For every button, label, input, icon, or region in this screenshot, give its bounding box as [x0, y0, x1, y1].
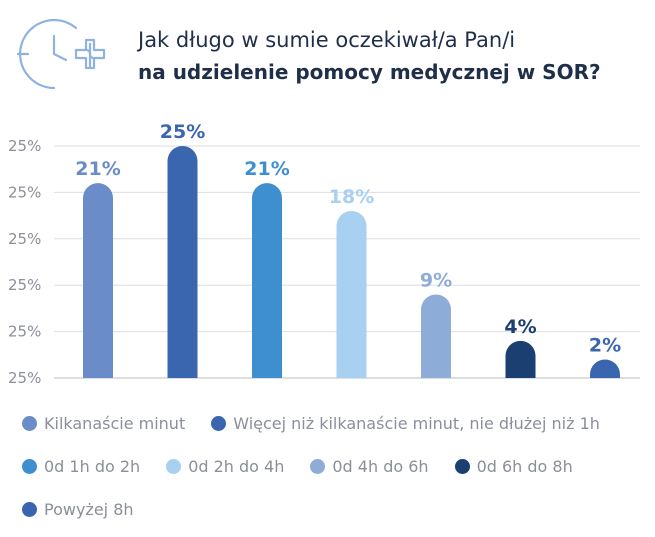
data-label: 25% — [160, 121, 205, 143]
legend-dot — [211, 415, 227, 431]
legend-dot — [454, 458, 470, 474]
legend-row: Powyżej 8h — [22, 494, 647, 524]
y-tick-label: 25% — [8, 183, 41, 201]
y-tick-label: 25% — [8, 276, 41, 294]
legend-dot — [166, 458, 182, 474]
data-label: 2% — [589, 334, 621, 356]
legend-label: 0d 1h do 2h — [44, 456, 141, 476]
y-tick-label: 25% — [8, 369, 41, 387]
data-label: 21% — [75, 158, 120, 180]
legend-label: 0d 2h do 4h — [188, 456, 285, 476]
legend-row: 0d 1h do 2h 0d 2h do 4h 0d 4h do 6h 0d 6… — [22, 451, 647, 481]
legend-label: Więcej niż kilkanaście minut, nie dłużej… — [233, 413, 600, 433]
legend-item: Więcej niż kilkanaście minut, nie dłużej… — [211, 414, 600, 433]
legend-item: 0d 6h do 8h — [454, 456, 573, 476]
legend-item: 0d 1h do 2h — [22, 457, 140, 476]
chart-legend: Kilkanaście minut Więcej niż kilkanaście… — [22, 408, 647, 537]
legend-label: Kilkanaście minut — [44, 413, 186, 433]
y-tick-label: 25% — [8, 137, 41, 155]
data-label: 18% — [329, 186, 374, 208]
bar — [505, 340, 536, 378]
y-tick-label: 25% — [8, 323, 41, 341]
chart-title-line1: Jak długo w sumie oczekiwał/a Pan/i — [138, 28, 516, 52]
bar-chart: 25% 25% 25% 25% 25% 25% 21% 25% 21% 18% 9% 4% 2% — [8, 121, 640, 387]
bar — [252, 183, 282, 378]
legend-dot — [22, 458, 37, 474]
legend-label: Powyżej 8h — [44, 499, 134, 519]
data-label: 4% — [504, 316, 536, 338]
bar — [83, 183, 114, 378]
legend-row: Kilkanaście minut Więcej niż kilkanaście… — [22, 408, 647, 438]
data-label: 21% — [244, 158, 289, 180]
legend-item: 0d 2h do 4h — [166, 457, 284, 476]
bar — [167, 146, 198, 378]
chart-title-line2: na udzielenie pomocy medycznej w SOR? — [138, 60, 601, 84]
y-tick-label: 25% — [8, 230, 41, 248]
clock-medical-icon — [16, 18, 106, 90]
legend-label: 0d 6h do 8h — [476, 456, 573, 476]
legend-item: 0d 4h do 6h — [310, 456, 429, 476]
bar — [590, 359, 620, 378]
legend-dot — [310, 458, 326, 474]
bar — [421, 294, 451, 378]
legend-label: 0d 4h do 6h — [332, 456, 429, 476]
legend-dot — [22, 501, 37, 517]
bar — [336, 210, 367, 378]
chart-header: Jak długo w sumie oczekiwał/a Pan/i na u… — [0, 0, 655, 110]
legend-item: Kilkanaście minut — [22, 414, 185, 433]
data-label: 9% — [420, 269, 452, 291]
legend-item: Powyżej 8h — [22, 500, 134, 519]
legend-dot — [22, 415, 37, 431]
